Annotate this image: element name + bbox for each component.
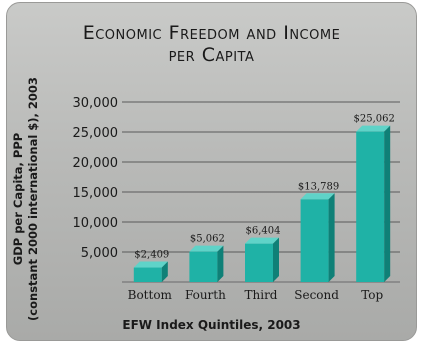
- y-tick-label: 15,000: [73, 186, 119, 201]
- bar-side-face: [273, 237, 279, 282]
- y-tick-label: 30,000: [73, 96, 119, 111]
- bar: [245, 243, 273, 282]
- y-tick-label: 20,000: [73, 156, 119, 171]
- x-axis-label: EFW Index Quintiles, 2003: [122, 318, 301, 332]
- bar-side-face: [384, 125, 391, 283]
- bar: [133, 267, 162, 282]
- x-tick-label: Top: [361, 288, 383, 302]
- data-label: $2,409: [134, 250, 169, 261]
- y-tick-label: 10,000: [73, 216, 119, 231]
- data-label: $6,404: [246, 226, 281, 237]
- bar-top-face: [356, 125, 391, 132]
- data-label: $5,062: [190, 234, 225, 245]
- x-tick-label: Bottom: [128, 288, 173, 302]
- bar-side-face: [217, 245, 224, 282]
- bar-top-face: [245, 237, 279, 244]
- bar-top-face: [189, 245, 224, 252]
- data-label: $25,062: [354, 114, 395, 125]
- chart-frame: [6, 2, 417, 341]
- bar-side-face: [328, 193, 335, 282]
- bar: [189, 251, 218, 282]
- bar-side-face: [161, 261, 168, 282]
- x-tick-label: Second: [294, 288, 339, 302]
- bar: [356, 131, 385, 282]
- chart-title-line2: per Capita: [168, 44, 255, 66]
- bar-top-face: [300, 193, 335, 200]
- data-label: $13,789: [298, 181, 339, 192]
- x-tick-label: Third: [245, 288, 278, 302]
- bar: [300, 199, 329, 282]
- y-tick-label: 25,000: [73, 126, 119, 141]
- x-tick-label: Fourth: [185, 288, 226, 302]
- bar-top-face: [133, 261, 168, 268]
- chart-title-line1: Economic Freedom and Income: [82, 22, 341, 44]
- y-tick-label: 5,000: [81, 246, 118, 261]
